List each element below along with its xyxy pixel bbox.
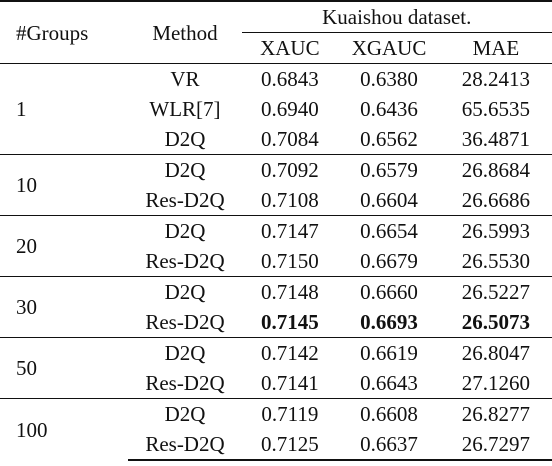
xgauc-cell: 0.6693 [360, 310, 418, 334]
header-method: Method [128, 0, 242, 64]
method-cell: D2Q [128, 398, 242, 429]
xgauc-cell: 0.6643 [360, 371, 418, 395]
table-row: 1 VR 0.6843 0.6380 28.2413 [0, 63, 552, 155]
table-row: 50 D2Q 0.7142 0.6619 26.8047 [0, 337, 552, 399]
mae-cell: 36.4871 [461, 127, 531, 151]
xauc-cell: 0.6843 [241, 63, 339, 94]
groups-cell: 100 [0, 398, 129, 460]
mae-cell: 26.8047 [439, 337, 552, 368]
table-body: 1 VR 0.6843 0.6380 28.2413 WLR[7] 0.6940 0.6436… [0, 63, 552, 461]
xgauc-cell: 0.6660 [338, 276, 440, 307]
mae-cell: 26.8277 [439, 398, 552, 429]
xgauc-cell: 0.6637 [338, 429, 440, 461]
groups-cell: 30 [0, 276, 129, 338]
table-header: #Groups Method Kuaishou dataset. XAUC XG… [0, 0, 552, 64]
method-cell: Res-D2Q [145, 249, 225, 273]
mae-cell: 26.5530 [461, 249, 531, 273]
xgauc-cell: 0.6608 [338, 398, 440, 429]
xauc-cell: 0.6940 [260, 97, 319, 121]
groups-cell: 50 [0, 337, 129, 399]
method-cell: D2Q [128, 154, 242, 185]
method-cell: Res-D2Q [145, 188, 225, 212]
table-row: 100 D2Q 0.7119 0.6608 26.8277 [0, 398, 552, 460]
mae-cell: 26.8684 [439, 154, 552, 185]
groups-cell: 20 [0, 215, 129, 277]
method-cell: D2Q [128, 215, 242, 246]
groups-cell: 10 [0, 154, 129, 216]
xgauc-cell: 0.6562 [360, 127, 418, 151]
xauc-cell: 0.7092 [241, 154, 339, 185]
mae-cell: 26.5073 [461, 310, 531, 334]
mae-cell: 26.7297 [439, 429, 552, 461]
xauc-cell: 0.7108 [260, 188, 319, 212]
method-cell: D2Q [128, 337, 242, 368]
groups-cell: 1 [0, 63, 129, 155]
xauc-cell: 0.7150 [260, 249, 319, 273]
table-row: Res-D2Q 0.7125 0.6637 26.7297 [0, 429, 552, 461]
xauc-cell: 0.7148 [241, 276, 339, 307]
table-row: 30 D2Q 0.7148 0.6660 26.5227 [0, 276, 552, 338]
xgauc-cell: 0.6654 [338, 215, 440, 246]
table-row: 10 D2Q 0.7092 0.6579 26.8684 [0, 154, 552, 216]
mae-cell: 65.6535 [461, 97, 531, 121]
xauc-cell: 0.7141 [260, 371, 319, 395]
xgauc-cell: 0.6679 [360, 249, 418, 273]
method-cell: WLR[7] [149, 97, 221, 121]
header-mae: MAE [472, 36, 520, 60]
table-row: Res-D2Q 0.7108 0.6604 26.6686 [0, 185, 552, 216]
header-xgauc: XGAUC [351, 36, 427, 60]
xauc-cell: 0.7147 [241, 215, 339, 246]
xgauc-cell: 0.6579 [338, 154, 440, 185]
mae-cell: 26.6686 [461, 188, 531, 212]
table-row: Res-D2Q 0.7145 0.6693 26.5073 [0, 307, 552, 338]
header-dataset: Kuaishou dataset. [241, 0, 552, 33]
xauc-cell: 0.7119 [241, 398, 339, 429]
xgauc-cell: 0.6380 [338, 63, 440, 94]
header-xauc: XAUC [260, 36, 320, 60]
xgauc-cell: 0.6436 [360, 97, 418, 121]
header-groups: #Groups [0, 0, 129, 64]
table-row: D2Q 0.7084 0.6562 36.4871 [0, 124, 552, 155]
table-row: Res-D2Q 0.7150 0.6679 26.5530 [0, 246, 552, 277]
method-cell: Res-D2Q [128, 429, 242, 461]
method-cell: VR [128, 63, 242, 94]
method-cell: Res-D2Q [145, 310, 225, 334]
method-cell: D2Q [128, 276, 242, 307]
xauc-cell: 0.7125 [241, 429, 339, 461]
table-row: Res-D2Q 0.7141 0.6643 27.1260 [0, 368, 552, 399]
xgauc-cell: 0.6604 [360, 188, 418, 212]
table-row: 20 D2Q 0.7147 0.6654 26.5993 [0, 215, 552, 277]
method-cell: Res-D2Q [145, 371, 225, 395]
mae-cell: 26.5993 [439, 215, 552, 246]
method-cell: D2Q [164, 127, 206, 151]
mae-cell: 26.5227 [439, 276, 552, 307]
table-row: WLR[7] 0.6940 0.6436 65.6535 [0, 94, 552, 124]
mae-cell: 28.2413 [439, 63, 552, 94]
xgauc-cell: 0.6619 [338, 337, 440, 368]
mae-cell: 27.1260 [461, 371, 531, 395]
xauc-cell: 0.7084 [260, 127, 319, 151]
xauc-cell: 0.7145 [260, 310, 319, 334]
xauc-cell: 0.7142 [241, 337, 339, 368]
